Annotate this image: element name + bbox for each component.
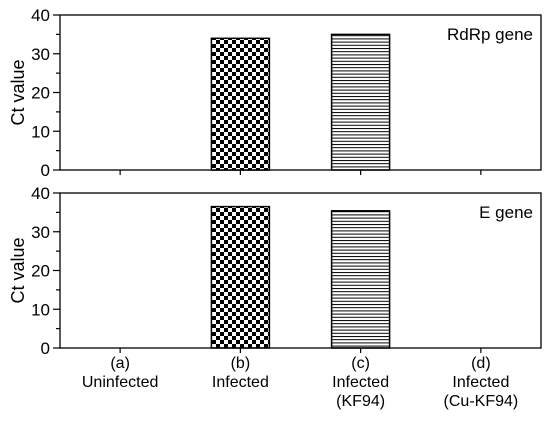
chart-panels: 0 10 20 30 40 Ct value RdRp gene 0 10 20 30 40 Ct va…: [8, 6, 542, 358]
y-tick-label: 20: [31, 262, 50, 281]
plot-frame: [59, 192, 542, 349]
y-tick-label: 20: [31, 84, 50, 103]
category-label: (a) Uninfected: [82, 355, 159, 391]
y-tick-label: 30: [31, 223, 50, 242]
category-axis-labels: (a) Uninfected (b) Infected (c) Infected (KF94…: [82, 355, 518, 410]
category-label: (d) Infected (Cu-KF94): [444, 355, 519, 410]
y-axis-title: Ct value: [8, 237, 28, 303]
y-axis-title: Ct value: [8, 59, 28, 125]
panel-1: 0 10 20 30 40 Ct value RdRp gene: [8, 6, 542, 180]
y-tick-label: 0: [41, 161, 50, 180]
panel-label: E gene: [479, 203, 533, 222]
y-tick-label: 10: [31, 122, 50, 141]
y-tick-label: 40: [31, 184, 50, 203]
y-tick-label: 30: [31, 45, 50, 64]
bar-panel1-cat2: [210, 37, 271, 171]
bar-panel1-cat3: [330, 33, 391, 171]
y-tick-label: 10: [31, 300, 50, 319]
category-label: (c) Infected (KF94): [332, 355, 389, 410]
y-tick-label: 0: [41, 339, 50, 358]
panel-2: 0 10 20 30 40 Ct value E gene: [8, 184, 542, 358]
y-tick-label: 40: [31, 6, 50, 25]
bar-panel2-cat2: [210, 205, 271, 349]
bar-panel2-cat3: [330, 210, 391, 349]
panel-label: RdRp gene: [447, 25, 533, 44]
category-label: (b) Infected: [212, 355, 269, 391]
